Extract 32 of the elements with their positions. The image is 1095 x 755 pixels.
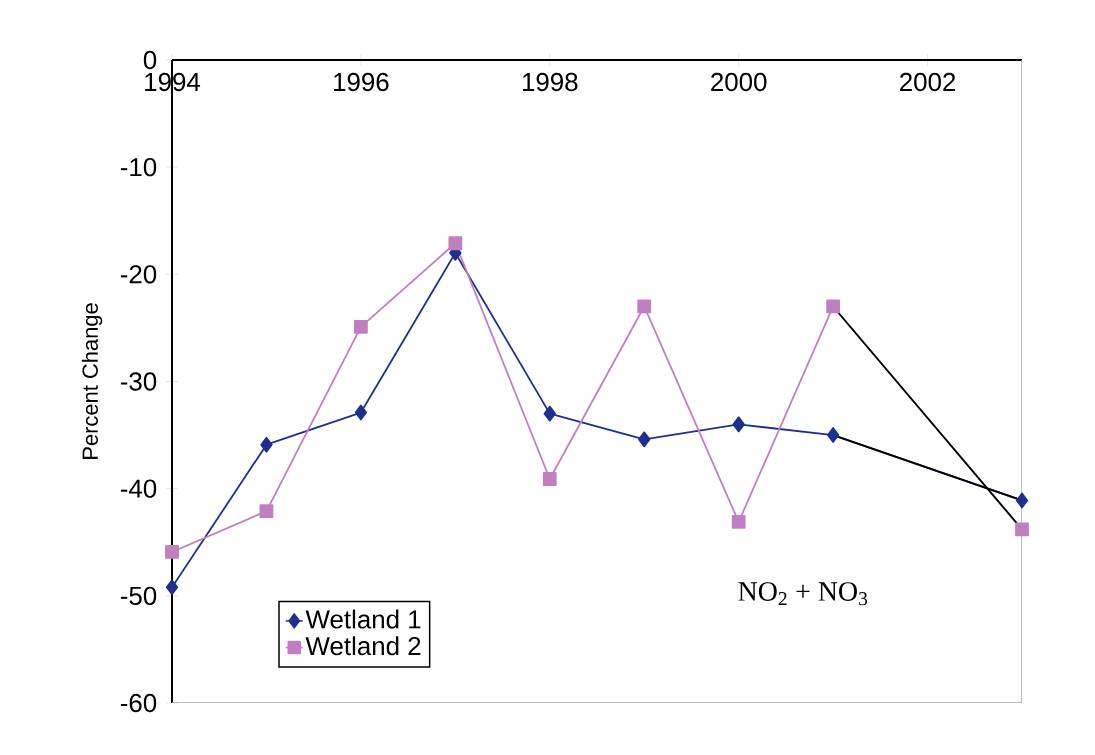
y-tick-label: -20	[120, 265, 157, 284]
y-tick-label: -50	[120, 586, 157, 605]
point	[543, 405, 556, 422]
point	[165, 579, 179, 596]
point	[1015, 522, 1029, 537]
legend-label: Wetland 1	[305, 609, 421, 629]
point	[165, 544, 179, 559]
y-tick-label: -40	[120, 479, 157, 498]
point	[1015, 492, 1029, 509]
y-axis-title: Percent Change	[81, 303, 103, 459]
point	[260, 436, 273, 453]
point	[638, 431, 651, 448]
point	[637, 299, 652, 314]
x-tick-label: 2000	[711, 72, 767, 92]
legend-label: Wetland 2	[305, 636, 421, 656]
point	[542, 472, 557, 486]
annotation: NO$_{2}$ + NO$_{3}$	[738, 582, 868, 606]
y-tick-label: 0	[143, 50, 157, 70]
point	[448, 236, 463, 251]
point	[354, 404, 368, 421]
x-tick-label: 1996	[334, 72, 389, 92]
y-tick-label: -60	[120, 693, 157, 713]
point	[731, 514, 746, 529]
point	[354, 319, 368, 334]
y-tick-label: -30	[120, 372, 157, 391]
x-tick-label: 2002	[900, 72, 956, 92]
x-tick-label: 1998	[522, 72, 578, 92]
point	[732, 416, 745, 433]
point	[259, 504, 274, 519]
point	[826, 427, 840, 443]
y-tick-label: -10	[120, 157, 157, 177]
point	[826, 299, 841, 314]
